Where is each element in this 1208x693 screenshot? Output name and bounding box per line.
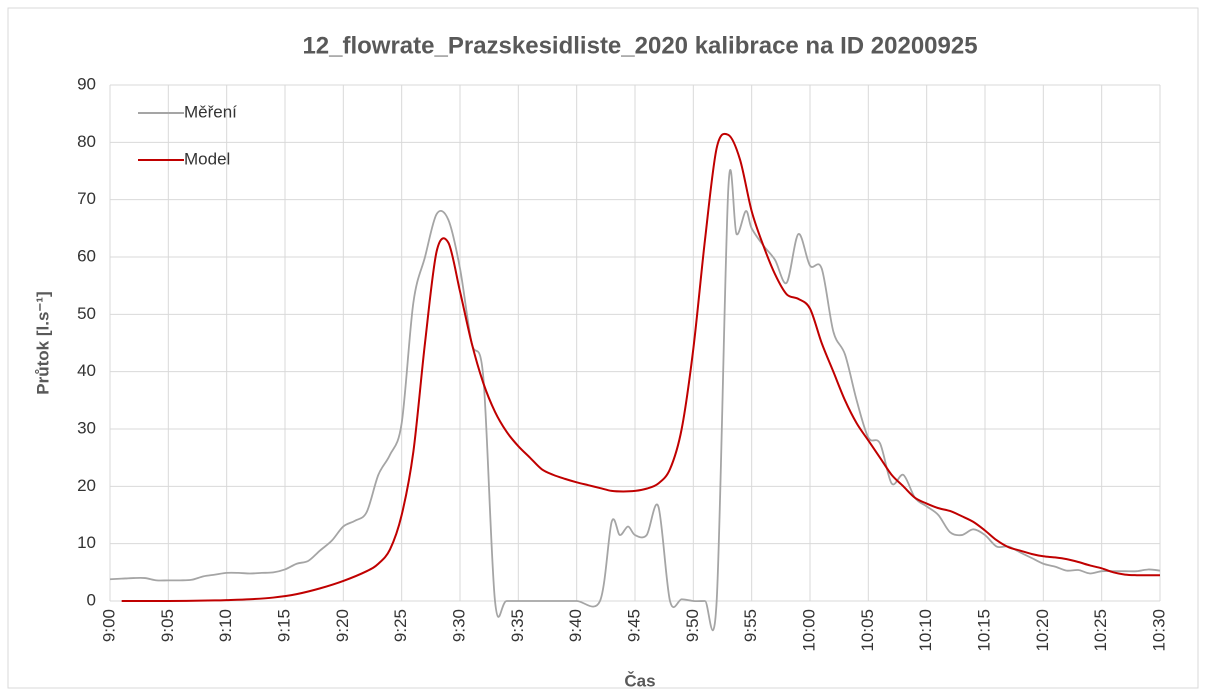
y-tick-label: 20	[77, 476, 96, 495]
x-tick-label: 10:30	[1149, 609, 1168, 652]
x-tick-label: 9:35	[508, 609, 527, 642]
data-line	[121, 132, 1160, 603]
x-tick-label: 9:15	[274, 609, 293, 642]
x-tick-label: 9:45	[624, 609, 643, 642]
x-tick-label: 10:20	[1033, 609, 1052, 652]
x-tick-label: 9:05	[158, 609, 177, 642]
x-tick-label: 9:00	[99, 609, 118, 642]
x-tick-label: 10:25	[1091, 609, 1110, 652]
y-tick-label: 40	[77, 361, 96, 380]
x-tick-label: 9:30	[449, 609, 468, 642]
y-tick-label: 90	[77, 74, 96, 93]
x-tick-label: 10:05	[858, 609, 877, 652]
x-tick-label: 9:55	[741, 609, 760, 642]
y-tick-label: 10	[77, 533, 96, 552]
y-tick-label: 70	[77, 189, 96, 208]
y-tick-label: 30	[77, 418, 96, 437]
chart-title: 12_flowrate_Prazskesidliste_2020 kalibra…	[302, 32, 977, 59]
legend-label: Model	[184, 149, 230, 168]
legend-label: Měření	[184, 102, 237, 121]
y-tick-label: 50	[77, 304, 96, 323]
x-tick-label: 9:40	[566, 609, 585, 642]
data-line	[109, 168, 1161, 632]
x-tick-label: 9:10	[216, 609, 235, 642]
x-axis-label: Čas	[624, 671, 655, 690]
y-tick-label: 0	[87, 590, 96, 609]
x-tick-label: 9:50	[683, 609, 702, 642]
y-axis-label: Průtok [l.s⁻¹]	[33, 291, 52, 394]
x-tick-label: 9:20	[333, 609, 352, 642]
x-tick-label: 9:25	[391, 609, 410, 642]
x-tick-label: 10:10	[916, 609, 935, 652]
x-tick-label: 10:00	[799, 609, 818, 652]
y-tick-label: 80	[77, 132, 96, 151]
x-tick-label: 10:15	[974, 609, 993, 652]
y-tick-label: 60	[77, 246, 96, 265]
chart-border	[7, 7, 1199, 689]
